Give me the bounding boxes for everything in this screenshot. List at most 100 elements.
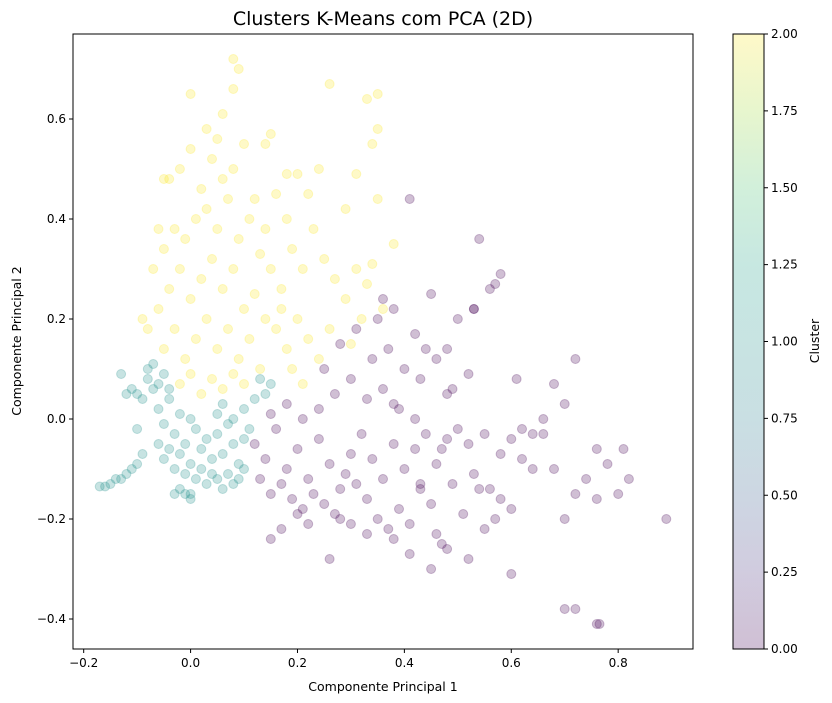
data-point-cluster-2 bbox=[137, 314, 148, 324]
data-point-cluster-1 bbox=[228, 439, 239, 449]
data-point-cluster-2 bbox=[228, 369, 239, 379]
x-tick-label: 0.2 bbox=[288, 656, 307, 670]
data-point-cluster-0 bbox=[490, 279, 501, 289]
data-point-cluster-0 bbox=[463, 369, 474, 379]
data-point-cluster-2 bbox=[212, 344, 223, 354]
data-point-cluster-0 bbox=[613, 489, 624, 499]
data-point-cluster-2 bbox=[292, 169, 303, 179]
data-point-cluster-0 bbox=[362, 529, 372, 539]
data-point-cluster-0 bbox=[506, 569, 517, 579]
y-axis: −0.4 −0.2 0.0 0.2 0.4 0.6 bbox=[37, 112, 73, 626]
y-tick-label: 0.4 bbox=[47, 212, 66, 226]
data-point-cluster-2 bbox=[281, 344, 292, 354]
data-point-cluster-0 bbox=[436, 444, 447, 454]
data-point-cluster-0 bbox=[276, 479, 287, 489]
data-point-cluster-1 bbox=[228, 414, 239, 424]
data-point-cluster-1 bbox=[174, 409, 185, 419]
data-point-cluster-1 bbox=[212, 474, 223, 484]
plot-frame bbox=[72, 33, 694, 650]
data-point-cluster-0 bbox=[335, 514, 346, 524]
data-point-cluster-2 bbox=[292, 314, 303, 324]
data-point-cluster-0 bbox=[517, 424, 527, 434]
data-point-cluster-0 bbox=[495, 494, 506, 504]
data-point-cluster-0 bbox=[287, 494, 298, 504]
data-point-cluster-1 bbox=[217, 399, 228, 409]
data-point-cluster-2 bbox=[158, 244, 169, 254]
data-point-cluster-2 bbox=[255, 249, 266, 259]
data-point-cluster-1 bbox=[126, 384, 137, 394]
data-point-cluster-2 bbox=[217, 109, 228, 119]
data-point-cluster-0 bbox=[362, 494, 372, 504]
data-point-cluster-2 bbox=[378, 304, 388, 314]
data-point-cluster-0 bbox=[410, 414, 421, 424]
data-point-cluster-0 bbox=[378, 294, 388, 304]
data-point-cluster-1 bbox=[190, 424, 201, 434]
y-axis-label: Componente Principal 2 bbox=[9, 266, 24, 415]
data-point-cluster-0 bbox=[367, 454, 378, 464]
colorbar-tick-label: 0.50 bbox=[771, 488, 798, 502]
data-point-cluster-1 bbox=[148, 359, 159, 369]
data-point-cluster-0 bbox=[415, 479, 426, 489]
data-point-cluster-0 bbox=[474, 234, 485, 244]
data-point-cluster-2 bbox=[223, 194, 233, 204]
data-point-cluster-2 bbox=[276, 304, 287, 314]
data-point-cluster-0 bbox=[623, 474, 634, 484]
data-point-cluster-2 bbox=[207, 154, 217, 164]
data-point-cluster-0 bbox=[479, 524, 490, 534]
data-point-cluster-2 bbox=[324, 79, 335, 89]
data-point-cluster-1 bbox=[169, 489, 180, 499]
data-point-cluster-0 bbox=[420, 429, 431, 439]
data-point-cluster-0 bbox=[367, 354, 378, 364]
data-point-cluster-1 bbox=[137, 449, 148, 459]
data-point-cluster-1 bbox=[169, 429, 180, 439]
data-point-cluster-1 bbox=[185, 489, 196, 499]
data-point-cluster-2 bbox=[148, 264, 159, 274]
data-point-cluster-0 bbox=[399, 364, 410, 374]
data-point-cluster-2 bbox=[244, 334, 255, 344]
data-point-cluster-2 bbox=[233, 354, 244, 364]
colorbar-tick-label: 1.00 bbox=[771, 335, 798, 349]
data-point-cluster-0 bbox=[345, 374, 356, 384]
data-point-cluster-0 bbox=[372, 514, 383, 524]
data-point-cluster-1 bbox=[223, 469, 233, 479]
data-point-cluster-0 bbox=[404, 519, 415, 529]
data-point-cluster-2 bbox=[228, 164, 239, 174]
data-point-cluster-0 bbox=[420, 344, 431, 354]
data-point-cluster-0 bbox=[313, 434, 324, 444]
data-point-cluster-1 bbox=[212, 409, 223, 419]
data-point-cluster-1 bbox=[239, 404, 249, 414]
data-point-cluster-0 bbox=[602, 459, 613, 469]
data-point-cluster-0 bbox=[431, 459, 442, 469]
data-point-cluster-0 bbox=[458, 509, 469, 519]
data-point-cluster-1 bbox=[190, 474, 201, 484]
data-point-cluster-0 bbox=[265, 409, 276, 419]
data-point-cluster-0 bbox=[559, 604, 570, 614]
data-point-cluster-1 bbox=[110, 474, 121, 484]
data-point-cluster-0 bbox=[447, 384, 458, 394]
data-point-cluster-2 bbox=[190, 214, 201, 224]
data-point-cluster-0 bbox=[426, 564, 437, 574]
data-point-cluster-1 bbox=[233, 474, 244, 484]
data-point-cluster-0 bbox=[468, 469, 479, 479]
data-point-cluster-2 bbox=[265, 264, 276, 274]
data-point-cluster-2 bbox=[372, 89, 383, 99]
data-point-cluster-1 bbox=[255, 374, 266, 384]
data-point-cluster-0 bbox=[591, 444, 602, 454]
data-point-cluster-2 bbox=[233, 234, 244, 244]
data-point-cluster-0 bbox=[426, 289, 437, 299]
data-point-cluster-0 bbox=[329, 509, 340, 519]
data-point-cluster-0 bbox=[484, 484, 495, 494]
data-point-cluster-1 bbox=[228, 479, 239, 489]
data-point-cluster-0 bbox=[415, 484, 426, 494]
y-tick-label: 0.6 bbox=[47, 112, 66, 126]
data-point-cluster-0 bbox=[463, 554, 474, 564]
data-point-cluster-2 bbox=[142, 324, 153, 334]
data-point-cluster-2 bbox=[362, 279, 372, 289]
data-point-cluster-2 bbox=[223, 324, 233, 334]
data-point-cluster-0 bbox=[335, 339, 346, 349]
data-point-cluster-2 bbox=[303, 189, 314, 199]
data-point-cluster-2 bbox=[281, 214, 292, 224]
data-point-cluster-2 bbox=[233, 64, 244, 74]
data-point-cluster-0 bbox=[559, 514, 570, 524]
data-point-cluster-2 bbox=[260, 314, 271, 324]
